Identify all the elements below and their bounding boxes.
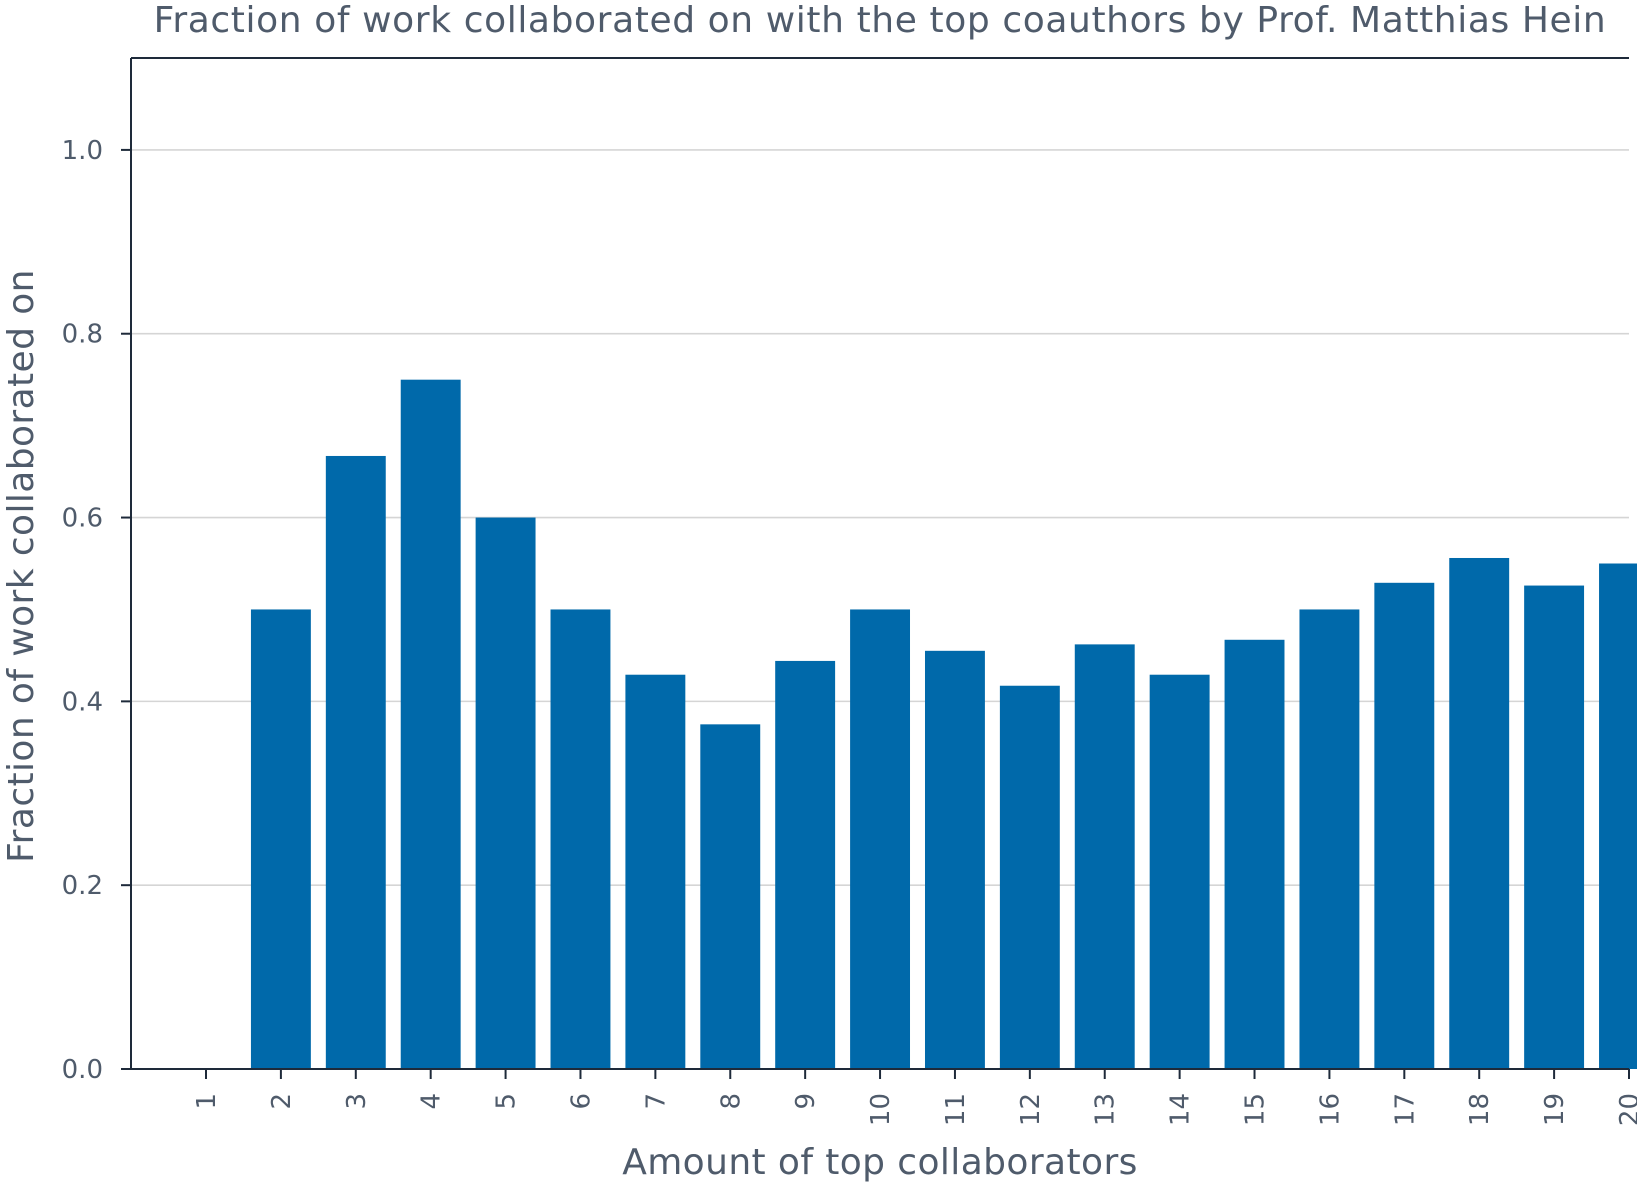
x-tick-label-13: 13 <box>1091 1093 1121 1126</box>
bars <box>250 379 1637 1069</box>
bar-20 <box>1599 563 1637 1069</box>
x-tick-label-8: 8 <box>716 1093 746 1110</box>
x-tick-label-5: 5 <box>492 1093 522 1110</box>
x-ticks: 1 2 3 4 5 6 7 8 9 10 11 12 13 14 15 16 17 18 19 20 <box>192 1069 1637 1126</box>
y-tick-label-3: 0.6 <box>62 504 103 534</box>
bar-4 <box>400 379 461 1069</box>
bar-8 <box>700 724 761 1069</box>
x-tick-label-20: 20 <box>1615 1093 1637 1126</box>
bar-16 <box>1299 609 1360 1069</box>
bar-17 <box>1374 582 1435 1069</box>
y-axis-label: Fraction of work collaborated on <box>1 269 42 863</box>
bar-5 <box>475 517 536 1069</box>
chart-title: Fraction of work collaborated on with th… <box>154 0 1607 41</box>
x-tick-label-15: 15 <box>1241 1093 1271 1126</box>
x-tick-label-12: 12 <box>1016 1093 1046 1126</box>
bar-9 <box>775 660 836 1069</box>
x-tick-label-2: 2 <box>267 1093 297 1110</box>
x-tick-label-1: 1 <box>192 1093 222 1110</box>
bar-19 <box>1524 585 1585 1069</box>
x-tick-label-10: 10 <box>866 1093 896 1126</box>
bar-2 <box>250 609 311 1069</box>
bar-7 <box>625 674 686 1069</box>
y-tick-label-4: 0.8 <box>62 320 103 350</box>
bar-10 <box>850 609 911 1069</box>
x-tick-label-6: 6 <box>566 1093 596 1110</box>
x-tick-label-11: 11 <box>941 1093 971 1126</box>
bar-12 <box>999 685 1060 1069</box>
y-tick-label-0: 0.0 <box>62 1055 103 1085</box>
bar-11 <box>924 650 985 1069</box>
x-tick-label-19: 19 <box>1540 1093 1570 1126</box>
y-ticks: 0.0 0.2 0.4 0.6 0.8 1.0 <box>62 136 131 1085</box>
bar-6 <box>550 609 611 1069</box>
x-axis-label: Amount of top collaborators <box>622 1142 1138 1183</box>
x-tick-label-9: 9 <box>791 1093 821 1110</box>
x-tick-label-17: 17 <box>1390 1093 1420 1126</box>
bar-14 <box>1149 674 1210 1069</box>
x-tick-label-18: 18 <box>1465 1093 1495 1126</box>
y-tick-label-2: 0.4 <box>62 687 103 717</box>
y-tick-label-5: 1.0 <box>62 136 103 166</box>
x-tick-label-14: 14 <box>1166 1093 1196 1126</box>
bar-3 <box>325 455 386 1069</box>
bar-15 <box>1224 639 1285 1069</box>
x-tick-label-7: 7 <box>641 1093 671 1110</box>
x-tick-label-4: 4 <box>417 1093 447 1110</box>
bar-13 <box>1074 644 1135 1069</box>
bar-18 <box>1449 557 1510 1069</box>
x-tick-label-3: 3 <box>342 1093 372 1110</box>
y-tick-label-1: 0.2 <box>62 871 103 901</box>
x-tick-label-16: 16 <box>1315 1093 1345 1126</box>
